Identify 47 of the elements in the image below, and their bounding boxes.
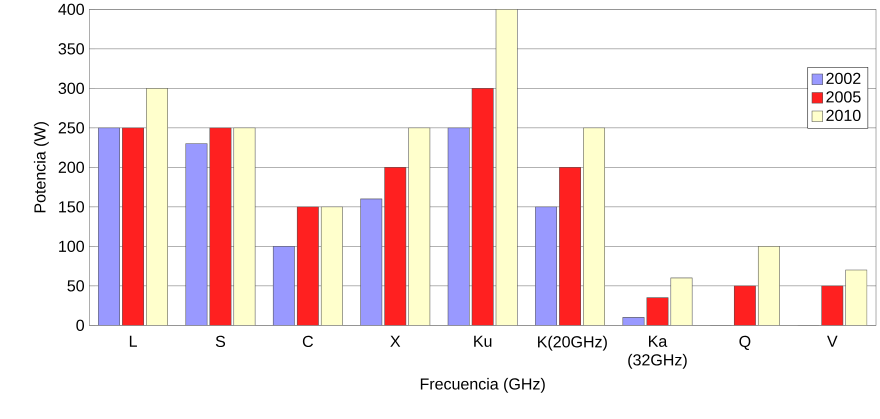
x-tick-label: X — [390, 336, 400, 347]
bar — [186, 144, 208, 326]
x-tick-label: Q — [739, 336, 750, 350]
x-tick-label: K(20GHz) — [538, 336, 607, 351]
x-tick-label: Ku — [474, 336, 492, 348]
x-tick-label: L — [130, 336, 137, 347]
bar — [535, 206, 558, 326]
bar — [210, 128, 232, 326]
legend-label: 2010 — [826, 110, 861, 122]
bar — [98, 128, 120, 326]
y-tick-label: 300 — [58, 82, 84, 94]
x-tick-label: V — [827, 336, 838, 347]
bar — [408, 128, 430, 326]
y-tick-label: 50 — [67, 280, 84, 292]
bar — [122, 128, 144, 326]
bar — [384, 167, 406, 326]
x-axis-title: Frecuencia (GHz) — [420, 378, 545, 393]
bar — [583, 128, 606, 326]
legend-label: 2002 — [826, 72, 860, 84]
y-tick-label: 200 — [58, 162, 84, 174]
bar — [234, 128, 256, 326]
bar — [845, 270, 868, 326]
x-tick-label: Ka (32GHz) — [628, 336, 687, 369]
bar — [758, 246, 780, 326]
bar — [448, 128, 470, 326]
y-tick-label: 150 — [59, 201, 84, 213]
bar — [272, 246, 295, 326]
bar — [821, 286, 844, 326]
bar — [559, 167, 582, 326]
bar — [496, 9, 518, 326]
bar — [296, 206, 319, 326]
y-tick-label: 400 — [58, 4, 84, 16]
y-tick-label: 100 — [59, 240, 84, 252]
legend-label: 2005 — [826, 91, 861, 103]
x-tick-label: S — [216, 336, 226, 348]
bar — [734, 286, 756, 326]
bar — [146, 88, 168, 326]
y-tick-label: 0 — [76, 320, 84, 332]
bar — [360, 198, 382, 326]
y-tick-label: 350 — [58, 43, 84, 55]
y-tick-label: 250 — [58, 122, 84, 134]
bar — [646, 298, 668, 326]
y-axis-title: Potencia (W) — [34, 122, 49, 212]
x-tick-label: C — [302, 336, 314, 348]
bar — [670, 278, 692, 326]
bar — [320, 206, 343, 326]
bar — [472, 88, 494, 326]
